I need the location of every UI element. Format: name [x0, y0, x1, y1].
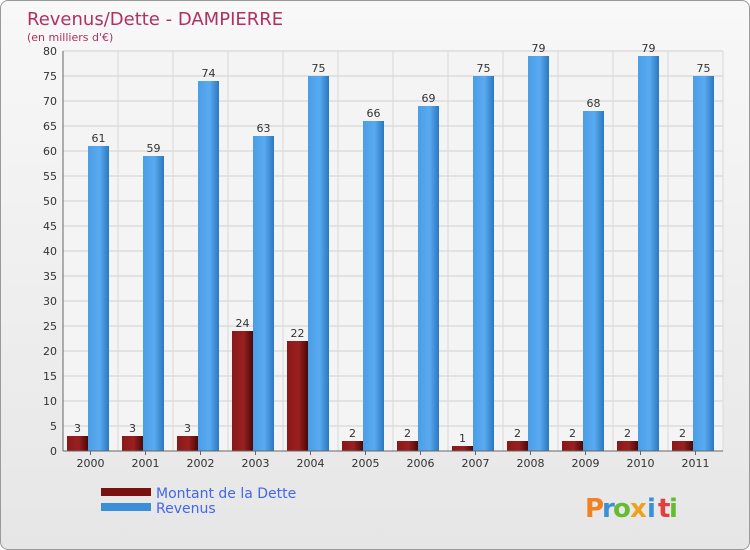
y-tick-label: 0: [50, 445, 57, 458]
x-tick-label: 2002: [187, 457, 215, 470]
revenue-bar: [88, 146, 109, 451]
legend-label: Montant de la Dette: [156, 486, 296, 502]
y-tick-label: 5: [50, 420, 57, 433]
y-axis: 0 5 10 15 20 25 30 35 40 45 50 55 60 65 70 75 80: [43, 45, 64, 458]
debt-data-label: 3: [129, 422, 136, 435]
revenue-bar: [418, 106, 439, 451]
x-tick-label: 2006: [407, 457, 435, 470]
debt-bar: [452, 446, 473, 451]
x-tick-label: 2009: [572, 457, 600, 470]
x-tick-label: 2007: [462, 457, 490, 470]
logo-letter: i: [669, 494, 678, 524]
debt-bar: [562, 441, 583, 451]
revenue-data-label: 66: [367, 107, 381, 120]
logo-letter: t: [658, 494, 670, 524]
y-tick-label: 50: [43, 195, 57, 208]
y-tick-label: 80: [43, 45, 57, 58]
x-tick-label: 2011: [682, 457, 710, 470]
debt-data-label: 22: [291, 327, 305, 340]
debt-bar: [672, 441, 693, 451]
x-tick-label: 2005: [352, 457, 380, 470]
revenue-data-label: 79: [532, 42, 546, 55]
revenue-data-label: 75: [312, 62, 326, 75]
legend-swatch: [101, 488, 151, 496]
revenue-data-label: 68: [587, 97, 601, 110]
x-tick-label: 2010: [627, 457, 655, 470]
debt-bar: [617, 441, 638, 451]
revenue-data-label: 75: [477, 62, 491, 75]
debt-bar: [67, 436, 88, 451]
x-tick-label: 2000: [77, 457, 105, 470]
y-tick-label: 30: [43, 295, 57, 308]
legend-swatch: [101, 503, 151, 511]
gridlines: [62, 50, 724, 452]
x-tick-label: 2003: [242, 457, 270, 470]
revenue-bar: [583, 111, 604, 451]
y-tick-label: 20: [43, 345, 57, 358]
y-tick-label: 40: [43, 245, 57, 258]
y-tick-label: 35: [43, 270, 57, 283]
revenue-data-label: 69: [422, 92, 436, 105]
debt-data-label: 3: [74, 422, 81, 435]
debt-data-label: 2: [404, 427, 411, 440]
debt-data-label: 2: [624, 427, 631, 440]
revenue-bar: [473, 76, 494, 451]
y-tick-label: 15: [43, 370, 57, 383]
y-tick-label: 25: [43, 320, 57, 333]
bars: 3 61 3 59 3 74 24 63 22 75 2 66 2 69 1 75 2 79 2 68 2 79 2 75: [67, 42, 714, 451]
revenue-data-label: 75: [697, 62, 711, 75]
revenue-data-label: 74: [202, 67, 216, 80]
debt-bar: [232, 331, 253, 451]
chart-subtitle: (en milliers d'€): [27, 31, 113, 44]
revenue-bar: [143, 156, 164, 451]
debt-data-label: 3: [184, 422, 191, 435]
debt-data-label: 2: [514, 427, 521, 440]
y-tick-label: 45: [43, 220, 57, 233]
debt-data-label: 1: [459, 432, 466, 445]
x-tick-label: 2004: [297, 457, 325, 470]
logo-letter: r: [602, 494, 615, 524]
revenue-bar: [363, 121, 384, 451]
y-tick-label: 10: [43, 395, 57, 408]
revenue-bar: [253, 136, 274, 451]
y-tick-label: 60: [43, 145, 57, 158]
revenue-data-label: 61: [92, 132, 106, 145]
debt-bar: [507, 441, 528, 451]
legend-label: Revenus: [156, 501, 216, 517]
debt-bar: [397, 441, 418, 451]
debt-data-label: 2: [349, 427, 356, 440]
x-tick-label: 2008: [517, 457, 545, 470]
chart-title: Revenus/Dette - DAMPIERRE: [27, 9, 283, 30]
logo-letter: o: [613, 494, 631, 524]
x-axis: 2000 2001 2002 2003 2004 2005 2006 2007 2008 2009…: [63, 450, 723, 470]
x-tick-label: 2001: [132, 457, 160, 470]
debt-bar: [122, 436, 143, 451]
debt-bar: [177, 436, 198, 451]
debt-data-label: 24: [236, 317, 250, 330]
logo-letter: P: [585, 494, 604, 524]
proxiti-logo: Pro x i ti: [585, 494, 678, 524]
debt-bar: [342, 441, 363, 451]
revenue-bar: [198, 81, 219, 451]
debt-data-label: 2: [569, 427, 576, 440]
y-tick-label: 55: [43, 170, 57, 183]
y-tick-label: 70: [43, 95, 57, 108]
revenue-data-label: 63: [257, 122, 271, 135]
y-tick-label: 65: [43, 120, 57, 133]
revenue-bar: [308, 76, 329, 451]
logo-letter: x: [630, 494, 647, 524]
revenue-data-label: 79: [642, 42, 656, 55]
revenue-data-label: 59: [147, 142, 161, 155]
revenue-bar: [528, 56, 549, 451]
y-tick-label: 75: [43, 70, 57, 83]
revenue-bar: [638, 56, 659, 451]
debt-data-label: 2: [679, 427, 686, 440]
debt-bar: [287, 341, 308, 451]
revenue-bar: [693, 76, 714, 451]
logo-letter: i: [647, 494, 656, 524]
